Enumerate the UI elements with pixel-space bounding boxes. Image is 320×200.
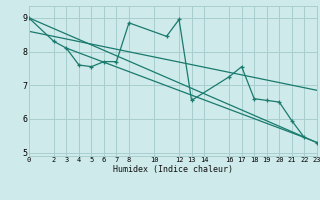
X-axis label: Humidex (Indice chaleur): Humidex (Indice chaleur) — [113, 165, 233, 174]
